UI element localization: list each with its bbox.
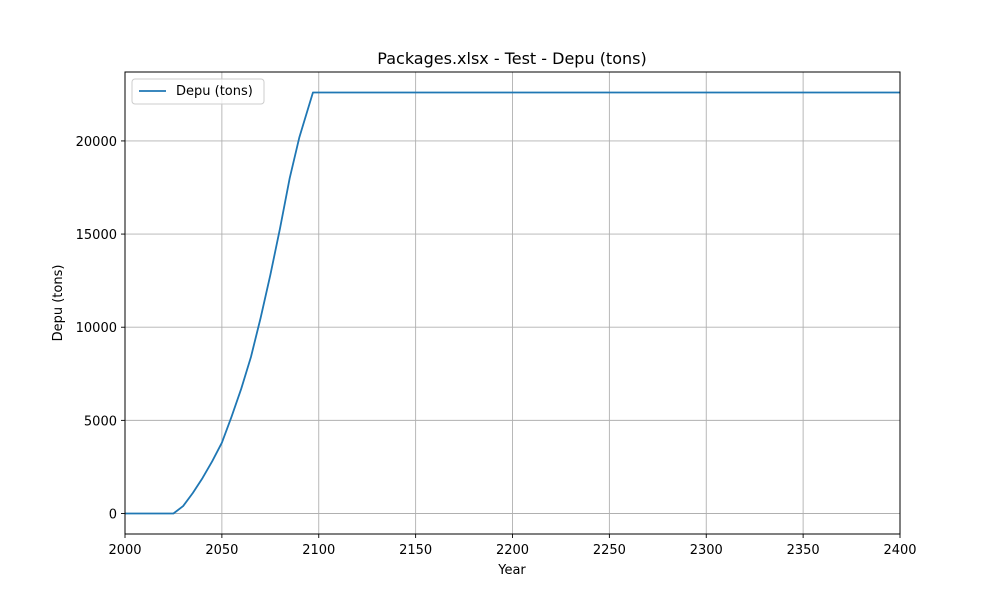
y-tick-label: 5000: [84, 414, 117, 429]
legend: Depu (tons): [131, 78, 265, 105]
ticks: 2000 2050 2100 2150 2200 2250 2300 2350 2400 0 500…: [76, 135, 917, 558]
legend-label: Depu (tons): [176, 84, 253, 99]
series-layer: [125, 91, 900, 515]
x-tick-label: 2350: [787, 543, 820, 558]
x-tick-label: 2100: [302, 543, 335, 558]
x-tick-label: 2400: [883, 543, 916, 558]
series-line: [125, 91, 900, 515]
y-tick-label: 10000: [76, 321, 117, 336]
x-axis-label: Year: [497, 563, 526, 578]
legend-box: [131, 78, 265, 105]
x-tick-label: 2050: [205, 543, 238, 558]
x-tick-label: 2200: [496, 543, 529, 558]
chart-title: Packages.xlsx - Test - Depu (tons): [377, 49, 646, 68]
x-tick-label: 2300: [690, 543, 723, 558]
x-tick-label: 2150: [399, 543, 432, 558]
y-tick-label: 0: [109, 508, 117, 523]
y-axis-label: Depu (tons): [51, 265, 66, 342]
x-tick-label: 2250: [593, 543, 626, 558]
y-tick-label: 15000: [76, 228, 117, 243]
grid-lines: [124, 72, 901, 534]
y-tick-label: 20000: [76, 135, 117, 150]
x-tick-label: 2000: [108, 543, 141, 558]
